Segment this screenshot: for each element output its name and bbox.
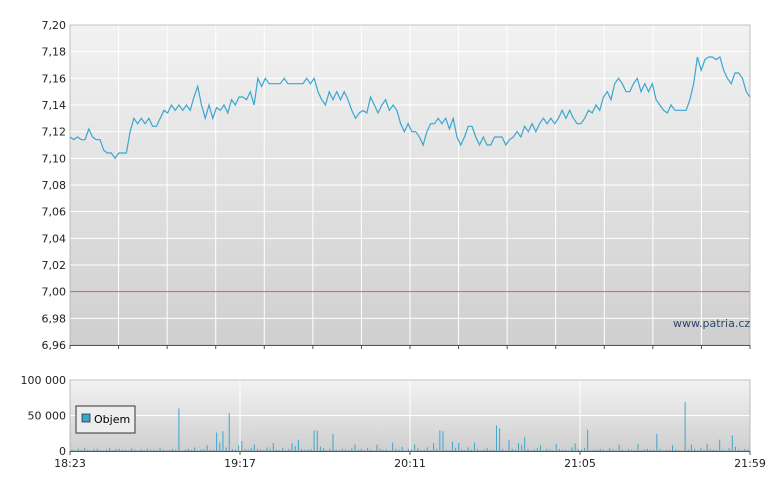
volume-y-tick-label: 50 000 bbox=[28, 410, 67, 423]
x-tick-label: 21:59 bbox=[734, 457, 766, 470]
price-y-axis: 7,20 7,18 7,16 7,14 7,12 7,10 7,08 7,06 7,04 7,02… bbox=[42, 19, 67, 352]
x-tick-label: 20:11 bbox=[394, 457, 426, 470]
x-tick-label: 18:23 bbox=[54, 457, 86, 470]
volume-y-axis: 100 000 50 000 0 bbox=[21, 374, 67, 458]
price-y-tick-label: 7,12 bbox=[42, 126, 67, 139]
volume-legend: Objem bbox=[75, 405, 136, 434]
price-y-tick-label: 7,10 bbox=[42, 152, 67, 165]
volume-y-tick-label: 0 bbox=[59, 445, 66, 458]
price-y-tick-label: 6,96 bbox=[42, 339, 67, 352]
legend-label: Objem bbox=[94, 413, 130, 426]
price-y-tick-label: 7,18 bbox=[42, 46, 67, 59]
price-y-tick-label: 7,00 bbox=[42, 286, 67, 299]
price-y-tick-label: 7,06 bbox=[42, 206, 67, 219]
price-y-tick-label: 7,04 bbox=[42, 232, 67, 245]
price-y-tick-label: 7,20 bbox=[42, 19, 67, 32]
price-y-tick-label: 7,02 bbox=[42, 259, 67, 272]
volume-y-tick-label: 100 000 bbox=[21, 374, 67, 387]
x-tick-label: 21:05 bbox=[564, 457, 596, 470]
watermark: www.patria.cz bbox=[673, 317, 750, 330]
legend-swatch bbox=[81, 413, 91, 423]
price-y-tick-label: 7,14 bbox=[42, 99, 67, 112]
price-x-ticks bbox=[69, 345, 751, 349]
volume-bars bbox=[71, 402, 749, 451]
price-y-tick-label: 7,16 bbox=[42, 72, 67, 85]
volume-x-axis-ticks: 18:23 19:17 20:11 21:05 21:59 bbox=[54, 451, 766, 470]
price-y-tick-label: 7,08 bbox=[42, 179, 67, 192]
x-tick-label: 19:17 bbox=[224, 457, 256, 470]
price-line bbox=[69, 56, 751, 160]
price-y-tick-label: 6,98 bbox=[42, 312, 67, 325]
